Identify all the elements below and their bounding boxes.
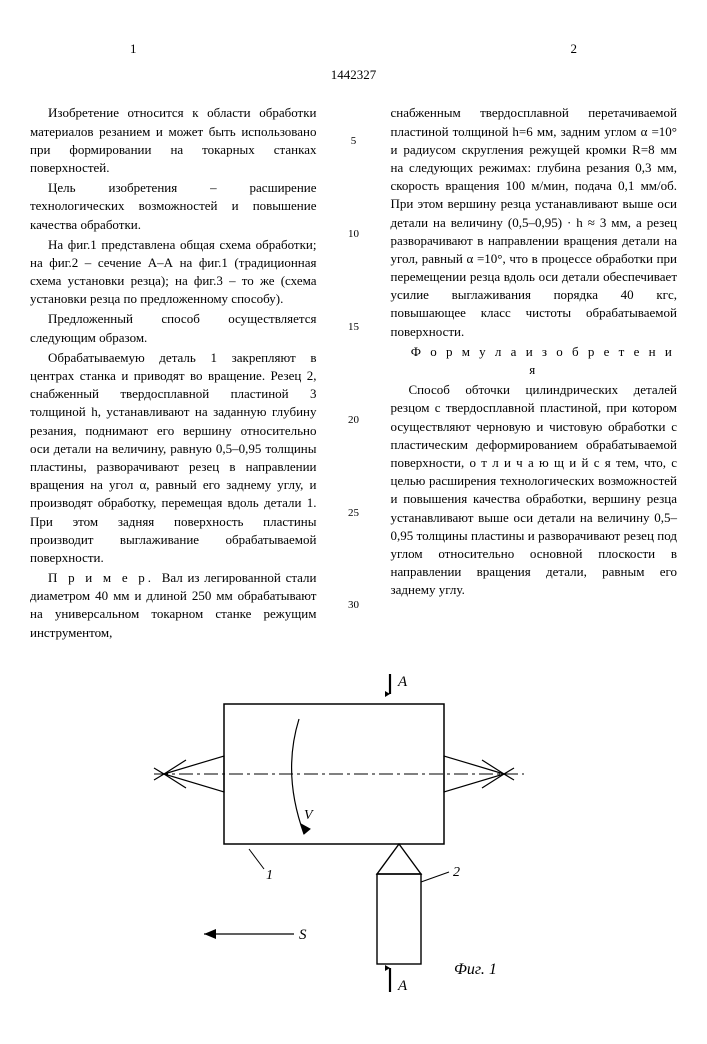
paragraph: П р и м е р. Вал из легированной стали д…	[30, 569, 317, 642]
svg-text:А: А	[397, 674, 408, 690]
svg-text:V: V	[304, 808, 314, 823]
svg-text:А: А	[397, 978, 408, 994]
left-page-number: 1	[130, 40, 137, 58]
text-columns: Изобретение относится к области обработк…	[30, 104, 677, 643]
svg-text:1: 1	[266, 868, 273, 883]
line-marker: 15	[345, 320, 363, 335]
paragraph: снабженным твердосплавной перетачиваемой…	[391, 104, 678, 340]
line-marker: 5	[345, 134, 363, 149]
paragraph: Предложенный способ осуществляется следу…	[30, 310, 317, 346]
line-marker: 30	[345, 598, 363, 613]
svg-text:Фиг. 1: Фиг. 1	[454, 961, 497, 978]
formula-title: Ф о р м у л а и з о б р е т е н и я	[391, 343, 678, 379]
paragraph: Способ обточки цилиндрических деталей ре…	[391, 381, 678, 599]
figure-svg: V 1 2 А А S Фиг. 1	[144, 674, 564, 1004]
figure-1: V 1 2 А А S Фиг. 1	[30, 674, 677, 1004]
right-page-number: 2	[571, 40, 578, 58]
left-column: Изобретение относится к области обработк…	[30, 104, 317, 643]
paragraph: Изобретение относится к области обработк…	[30, 104, 317, 177]
right-column: снабженным твердосплавной перетачиваемой…	[391, 104, 678, 643]
paragraph: Обрабатываемую деталь 1 закрепляют в цен…	[30, 349, 317, 567]
paragraph: Цель изобретения – расширение технологич…	[30, 179, 317, 234]
line-marker: 25	[345, 506, 363, 521]
example-lead: П р и м е р.	[48, 570, 162, 585]
page-numbers: 1 2	[30, 40, 677, 58]
line-marker: 10	[345, 227, 363, 242]
paragraph: На фиг.1 представлена общая схема обрабо…	[30, 236, 317, 309]
line-marker: 20	[345, 413, 363, 428]
svg-text:S: S	[299, 927, 307, 943]
patent-number: 1442327	[30, 66, 677, 84]
line-number-markers: 5 10 15 20 25 30	[345, 104, 363, 643]
svg-text:2: 2	[453, 865, 460, 880]
